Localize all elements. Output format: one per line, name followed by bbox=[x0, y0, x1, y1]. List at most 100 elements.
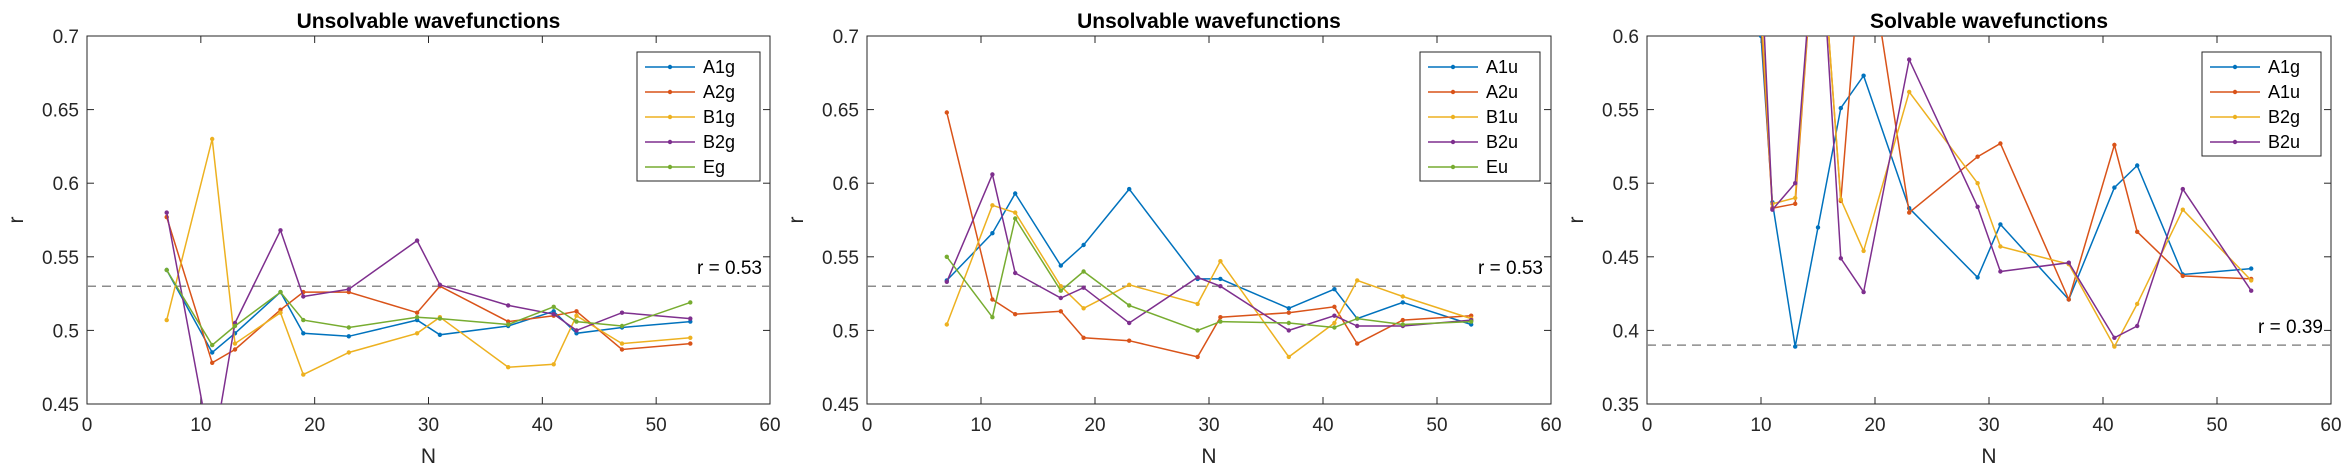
data-point-Eg bbox=[210, 342, 215, 348]
data-point-A2g bbox=[688, 341, 693, 346]
legend-marker bbox=[667, 114, 673, 120]
data-point-Eg bbox=[619, 323, 625, 329]
data-point-A1u bbox=[1400, 300, 1406, 305]
data-point-B2u bbox=[2135, 323, 2140, 329]
x-tick-label: 30 bbox=[1978, 415, 1999, 436]
data-point-B1u bbox=[1286, 354, 1292, 360]
legend-marker bbox=[1450, 89, 1456, 95]
data-point-A2g bbox=[574, 309, 579, 314]
x-tick-label: 60 bbox=[1540, 415, 1561, 436]
data-point-A1u bbox=[2066, 297, 2071, 302]
data-point-B2g bbox=[1861, 248, 1866, 254]
data-point-Eg bbox=[346, 325, 351, 330]
data-point-B2g bbox=[164, 210, 169, 215]
data-point-A1u bbox=[1013, 191, 1018, 196]
legend-label: A1g bbox=[703, 57, 735, 77]
data-point-Eu bbox=[1127, 303, 1132, 308]
x-tick-label: 50 bbox=[646, 415, 667, 436]
data-point-B1u bbox=[1081, 306, 1086, 311]
data-point-B1u bbox=[1013, 210, 1018, 215]
y-tick-label: 0.7 bbox=[833, 27, 859, 48]
data-point-A1g bbox=[2112, 185, 2117, 190]
data-point-Eg bbox=[164, 267, 169, 273]
data-point-Eu bbox=[990, 315, 995, 320]
data-point-B2u bbox=[2112, 335, 2117, 340]
data-point-A1u bbox=[2135, 229, 2140, 234]
data-point-A2u bbox=[1286, 310, 1292, 315]
series-line-B2g bbox=[1761, 36, 2252, 349]
legend-label: A2g bbox=[703, 82, 735, 102]
data-point-A2g bbox=[414, 310, 420, 315]
data-point-B2u bbox=[2066, 260, 2071, 265]
data-point-Eg bbox=[278, 289, 283, 295]
y-axis-label: r bbox=[1565, 217, 1588, 224]
chart-panel-1: 0 10 20 30 40 50 60 0.45 0.5 0.55 0.6 0.65 0.7 Nr Unso… bbox=[5, 10, 781, 468]
data-point-A1g bbox=[1975, 275, 1980, 280]
data-point-Eu bbox=[1469, 319, 1474, 324]
data-point-A2u bbox=[1195, 354, 1200, 360]
legend-label: A1u bbox=[2268, 82, 2300, 102]
legend: A1g A1u B2g B2u bbox=[2201, 51, 2322, 157]
data-point-B2g bbox=[1907, 89, 1912, 95]
chart-title: Solvable wavefunctions bbox=[1870, 10, 2108, 33]
data-point-B2u bbox=[1058, 295, 1064, 301]
data-point-B2g bbox=[346, 287, 351, 292]
data-point-A2u bbox=[1355, 341, 1360, 346]
legend-marker bbox=[667, 164, 673, 170]
data-point-A1g bbox=[1838, 105, 1844, 111]
data-point-A1g bbox=[437, 332, 443, 337]
legend-marker bbox=[2232, 64, 2238, 70]
data-point-B1u bbox=[990, 203, 995, 208]
data-point-Eu bbox=[1286, 320, 1292, 326]
data-point-A1u bbox=[1058, 263, 1064, 268]
data-point-B1g bbox=[506, 365, 511, 370]
data-point-B2u bbox=[1975, 204, 1980, 209]
data-point-B2g bbox=[278, 228, 283, 233]
data-point-A1g bbox=[1861, 73, 1866, 78]
data-point-A1g bbox=[301, 331, 306, 336]
data-point-B2g bbox=[301, 294, 306, 299]
x-axis-label: N bbox=[1981, 445, 1996, 468]
data-point-A1u bbox=[1332, 287, 1337, 292]
legend-marker bbox=[2232, 89, 2238, 95]
data-point-B2g bbox=[506, 303, 511, 308]
series-group bbox=[944, 110, 1474, 360]
data-point-A2u bbox=[1400, 317, 1406, 323]
y-axis-label: r bbox=[785, 217, 808, 224]
data-point-A2u bbox=[1332, 304, 1337, 309]
data-point-B1g bbox=[210, 136, 215, 142]
data-point-B1g bbox=[551, 362, 556, 367]
data-point-B1g bbox=[278, 310, 283, 315]
chart-title: Unsolvable wavefunctions bbox=[297, 10, 561, 33]
legend-label: Eu bbox=[1486, 157, 1508, 177]
legend-label: Eg bbox=[703, 157, 725, 177]
data-point-B2u bbox=[1998, 269, 2003, 274]
data-point-B2u bbox=[1861, 289, 1866, 295]
data-point-A1u bbox=[1793, 201, 1798, 206]
legend-box bbox=[2201, 51, 2322, 157]
data-point-A2u bbox=[1058, 309, 1064, 314]
series-group bbox=[1758, 36, 2254, 349]
series-line-A1g bbox=[1760, 36, 2252, 347]
data-point-B1u bbox=[1127, 282, 1132, 287]
data-point-B2g bbox=[210, 455, 214, 459]
data-point-B1g bbox=[232, 341, 238, 346]
data-point-B2g bbox=[1793, 195, 1798, 201]
data-point-A1u bbox=[1218, 276, 1223, 282]
legend-label: B1u bbox=[1486, 107, 1518, 127]
legend-marker bbox=[1450, 139, 1456, 145]
x-tick-label: 10 bbox=[1750, 415, 1771, 436]
data-point-B2g bbox=[619, 310, 625, 315]
data-point-A2u bbox=[1218, 315, 1223, 320]
x-tick-label: 50 bbox=[2206, 415, 2227, 436]
data-point-A1u bbox=[2180, 273, 2185, 279]
y-tick-label: 0.4 bbox=[1613, 321, 1640, 342]
data-point-B2g bbox=[2180, 207, 2185, 212]
data-point-B2g bbox=[437, 282, 443, 287]
data-point-B1u bbox=[1400, 294, 1406, 299]
legend-label: A1g bbox=[2268, 57, 2300, 77]
data-point-B2g bbox=[2135, 301, 2140, 307]
legend-marker bbox=[2232, 139, 2238, 145]
data-point-B1g bbox=[164, 317, 169, 323]
data-point-A1u bbox=[1286, 306, 1292, 311]
